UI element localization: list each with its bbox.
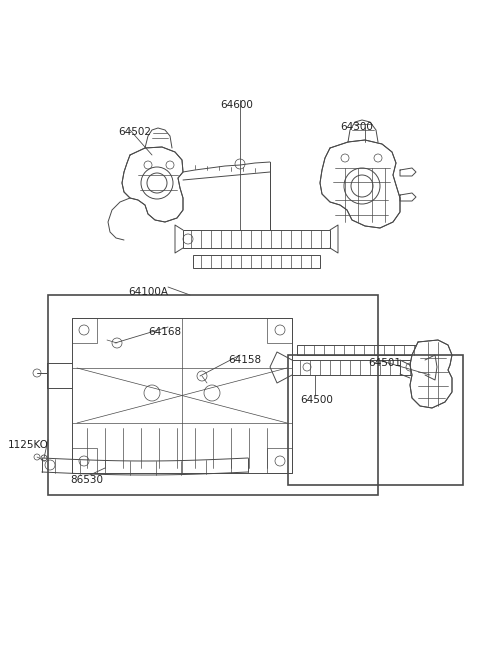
Bar — [193, 255, 320, 268]
Bar — [288, 355, 463, 485]
Text: 64300: 64300 — [340, 122, 373, 132]
Bar — [72, 318, 292, 473]
Bar — [292, 360, 425, 375]
Text: 64500: 64500 — [300, 395, 333, 405]
Bar — [297, 345, 420, 355]
Bar — [267, 448, 292, 473]
Bar — [267, 318, 292, 343]
Bar — [72, 318, 97, 343]
Text: 64158: 64158 — [228, 355, 261, 365]
Polygon shape — [410, 340, 452, 408]
Text: 64600: 64600 — [220, 100, 253, 110]
Text: 1125KO: 1125KO — [8, 440, 49, 450]
Bar — [48, 295, 378, 495]
Polygon shape — [122, 147, 183, 222]
Text: 64502: 64502 — [118, 127, 151, 137]
Text: 86530: 86530 — [70, 475, 103, 485]
Bar — [183, 230, 330, 248]
Polygon shape — [320, 140, 400, 228]
Text: 64168: 64168 — [148, 327, 181, 337]
Text: 64501: 64501 — [368, 358, 401, 368]
Text: 64100A: 64100A — [128, 287, 168, 297]
Bar — [72, 448, 97, 473]
